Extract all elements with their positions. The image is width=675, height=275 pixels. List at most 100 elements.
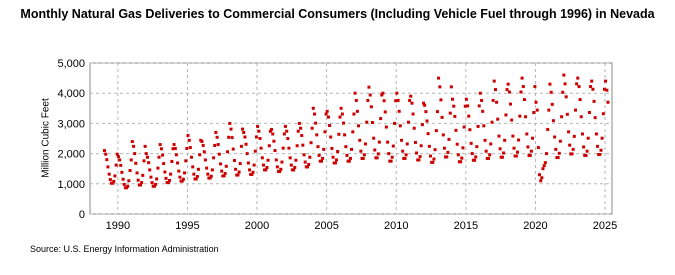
data-point — [539, 179, 543, 183]
data-point — [572, 134, 576, 138]
data-point — [234, 167, 238, 171]
data-point — [252, 163, 256, 167]
data-point — [449, 85, 453, 89]
data-point — [514, 154, 518, 158]
data-point — [176, 161, 180, 165]
data-point — [468, 128, 472, 132]
data-point — [574, 108, 578, 112]
data-point — [192, 172, 196, 176]
data-point — [506, 82, 510, 86]
data-point — [515, 150, 519, 154]
data-point — [446, 150, 450, 154]
data-point — [404, 153, 408, 157]
data-point — [592, 99, 596, 103]
data-point — [467, 114, 471, 118]
data-point — [510, 118, 514, 122]
data-point — [435, 110, 439, 114]
data-point — [377, 140, 381, 144]
data-point — [323, 130, 327, 134]
data-point — [299, 126, 303, 130]
data-point — [442, 146, 446, 150]
data-point — [120, 170, 124, 174]
data-point — [579, 115, 583, 119]
data-point — [113, 174, 117, 178]
x-tick-label: 2000 — [245, 220, 269, 232]
data-point — [149, 175, 153, 179]
data-point — [500, 155, 504, 159]
data-point — [537, 173, 541, 177]
data-point — [558, 139, 562, 143]
data-point — [231, 147, 235, 151]
data-point — [365, 120, 369, 124]
data-point — [599, 148, 603, 152]
data-point — [301, 143, 305, 147]
data-point — [112, 179, 116, 183]
data-point — [498, 147, 502, 151]
data-point — [203, 158, 207, 162]
data-point — [187, 138, 191, 142]
data-point — [335, 158, 339, 162]
data-point — [547, 108, 551, 112]
data-point — [331, 155, 335, 159]
data-point — [480, 98, 484, 102]
data-point — [215, 135, 219, 139]
data-point — [266, 158, 270, 162]
data-point — [288, 156, 292, 160]
data-point — [571, 147, 575, 151]
data-point — [587, 111, 591, 115]
data-point — [389, 159, 393, 163]
data-point — [437, 76, 441, 80]
data-point — [576, 76, 580, 80]
data-point — [242, 130, 246, 134]
data-point — [316, 145, 320, 149]
data-point — [281, 146, 285, 150]
data-point — [324, 112, 328, 116]
data-point — [570, 152, 574, 156]
data-point — [156, 166, 160, 170]
data-point — [310, 126, 314, 130]
data-point — [491, 98, 495, 102]
data-point — [432, 157, 436, 161]
data-point — [379, 117, 383, 121]
data-point — [145, 155, 149, 159]
data-point — [237, 170, 241, 174]
data-point — [307, 162, 311, 166]
data-point — [408, 98, 412, 102]
data-point — [270, 127, 274, 131]
data-point — [196, 167, 200, 171]
data-point — [171, 147, 175, 151]
data-point — [253, 149, 257, 153]
data-point — [521, 85, 525, 89]
data-point — [361, 156, 365, 160]
data-point — [359, 149, 363, 153]
data-point — [482, 124, 486, 128]
data-point — [441, 133, 445, 137]
data-point — [387, 152, 391, 156]
data-point — [602, 87, 606, 91]
data-point — [150, 181, 154, 185]
data-point — [236, 173, 240, 177]
data-point — [336, 149, 340, 153]
y-tick-label: 5,000 — [57, 58, 85, 70]
data-point — [210, 168, 214, 172]
data-point — [525, 132, 529, 136]
data-point — [427, 144, 431, 148]
data-point — [540, 176, 544, 180]
data-point — [450, 97, 454, 101]
data-point — [177, 169, 181, 173]
data-point — [147, 161, 151, 165]
data-point — [144, 152, 148, 156]
data-point — [184, 159, 188, 163]
data-point — [322, 147, 326, 151]
data-point — [375, 156, 379, 160]
data-point — [105, 158, 109, 162]
data-point — [172, 143, 176, 147]
data-point — [254, 135, 258, 139]
data-point — [272, 139, 276, 143]
data-point — [142, 159, 146, 163]
data-point — [348, 156, 352, 160]
data-point — [264, 168, 268, 172]
data-point — [309, 141, 313, 145]
y-axis-label: Million Cubic Feet — [41, 98, 52, 178]
